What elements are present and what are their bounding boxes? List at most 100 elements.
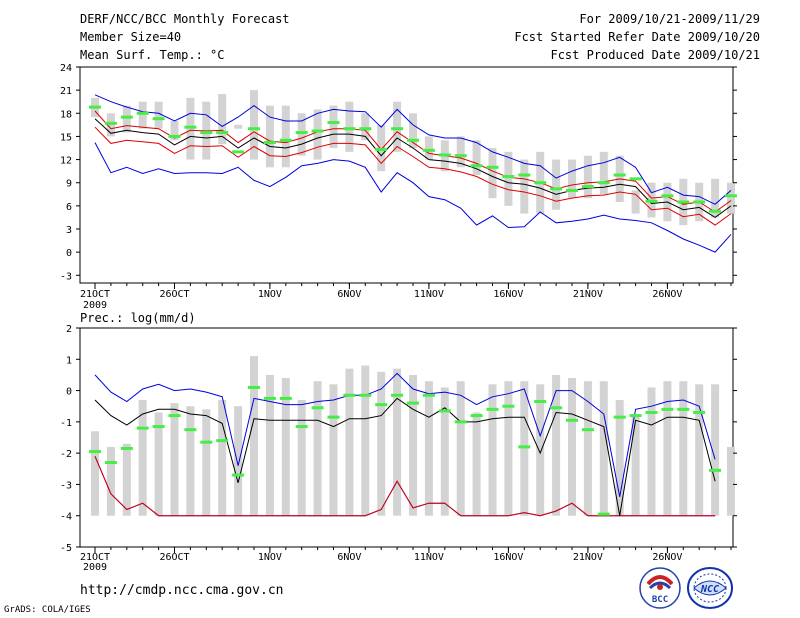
y-tick-label: 1 [66,355,72,366]
range-bar [663,381,672,516]
range-bar [409,374,417,516]
panel-temp [76,66,737,289]
range-bar [122,105,131,133]
range-bar [599,151,608,195]
x-tick-label: 21NOV [573,552,603,563]
observed-marker [168,414,181,418]
x-tick-label: 1NOV [258,552,282,563]
observed-marker [629,177,642,181]
range-bar [218,399,227,516]
observed-marker [327,121,340,125]
observed-marker [136,111,149,115]
range-bar [393,101,402,152]
range-bar [456,136,465,168]
observed-marker [486,165,499,169]
range-bar [472,140,481,175]
y-tick-label: -2 [60,449,72,460]
series-min-line [94,142,732,253]
observed-marker [534,400,547,404]
x-tick-label: 26NOV [652,289,682,300]
y-tick-label: 12 [60,156,72,167]
range-bar [345,101,354,152]
variable-label: Mean Surf. Temp.: °C [80,48,225,62]
observed-marker [407,401,419,405]
source-url[interactable]: http://cmdp.ncc.cma.gov.cn [80,583,284,598]
observed-marker [581,185,594,189]
range-bar [599,381,608,516]
x-tick-label: 26NOV [652,552,682,563]
range-bar [265,374,274,516]
observed-marker [677,200,690,204]
range-bar [488,148,497,199]
observed-marker [263,396,276,400]
y-tick-label: -5 [60,543,72,554]
range-bar [106,446,115,516]
observed-marker [391,393,404,397]
observed-marker [566,188,578,192]
range-bar [679,381,688,516]
observed-marker [391,127,404,131]
range-bar [281,105,290,168]
observed-marker [629,414,642,418]
observed-marker [343,127,356,131]
x-tick-label: 21OCT [80,289,110,300]
range-bar [297,399,306,516]
observed-marker [566,418,578,422]
y-tick-label: 24 [60,63,72,74]
observed-marker [295,131,308,135]
range-bar [631,415,640,516]
observed-marker [661,407,674,411]
observed-marker [184,428,197,432]
observed-marker [89,105,101,109]
x-tick-label: 1NOV [258,289,282,300]
observed-marker [168,134,181,138]
observed-marker [216,131,229,135]
range-bar [583,155,592,199]
range-bar [377,124,386,172]
range-bar [281,378,290,516]
x-tick-label: 6NOV [337,552,361,563]
member-size: Member Size=40 [80,30,182,44]
range-bar [106,113,115,137]
observed-marker [486,407,499,411]
series-max-line [94,372,716,497]
range-bar [361,365,370,516]
observed-marker [120,115,133,119]
observed-marker [311,129,324,133]
observed-marker [422,148,435,152]
range-bar [424,136,433,160]
range-bar [552,374,561,516]
range-bar [727,446,735,516]
range-bar [138,101,147,129]
range-bar [536,384,545,516]
series-mean-line [94,118,732,219]
range-bar [170,403,179,516]
series-mean-line [94,397,716,516]
range-bar [202,409,211,516]
range-bar [186,406,195,516]
forecast-start-date: Fcst Started Refer Date 2009/10/20 [514,30,760,44]
y-tick-label: 0 [66,248,72,259]
observed-marker [709,209,722,213]
observed-marker [597,512,610,516]
observed-marker [407,138,419,142]
observed-marker [200,440,213,444]
observed-marker [677,407,690,411]
range-bar [631,190,640,214]
y-tick-label: 9 [66,179,72,190]
observed-marker [311,406,324,410]
series-lower-line [94,126,732,226]
observed-marker [375,403,388,407]
observed-marker [136,426,149,430]
x-tick-label: 16NOV [493,289,523,300]
observed-marker [470,414,483,418]
range-bar [361,113,370,141]
range-bar [520,381,529,516]
observed-marker [359,393,372,397]
range-bar [520,159,529,214]
precip-label: Prec.: log(mm/d) [80,311,196,325]
range-bar [615,399,624,516]
observed-marker [581,428,594,432]
ncc-logo-text: NCC [700,584,719,595]
